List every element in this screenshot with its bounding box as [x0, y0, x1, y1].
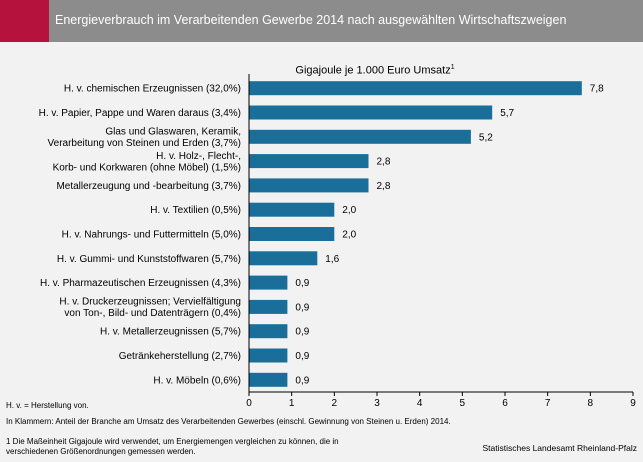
bar	[249, 251, 318, 266]
x-tick-label: 2	[332, 398, 338, 409]
title-accent-block	[0, 0, 49, 42]
title-bar	[0, 0, 643, 42]
bar	[249, 275, 288, 290]
category-label: H. v. Metallerzeugnissen (5,7%)	[100, 327, 241, 338]
unit-label: Gigajoule je 1.000 Euro Umsatz1	[225, 64, 525, 77]
abbreviation-note: H. v. = Herstellung von.	[6, 401, 89, 410]
bar	[249, 202, 335, 217]
category-label: H. v. Möbeln (0,6%)	[153, 375, 241, 386]
x-tick-label: 7	[545, 398, 551, 409]
footnote-line-1: 1 Die Maßeinheit Gigajoule wird verwende…	[6, 437, 339, 446]
category-label: Korb- und Korkwaren (ohne Möbel) (1,5%)	[53, 162, 241, 173]
brackets-note: In Klammern: Anteil der Branche am Umsat…	[6, 417, 451, 426]
unit-footnote-mark: 1	[450, 64, 455, 71]
category-label: H. v. Papier, Pappe und Waren daraus (3,…	[39, 108, 241, 119]
value-label: 7,8	[590, 84, 604, 95]
bar	[249, 154, 369, 169]
bar	[249, 324, 288, 339]
bar	[249, 105, 493, 120]
x-tick-label: 4	[417, 398, 423, 409]
value-label: 2,8	[377, 181, 391, 192]
x-tick-label: 3	[374, 398, 380, 409]
bar	[249, 299, 288, 314]
category-label: Getränkeherstellung (2,7%)	[119, 351, 241, 362]
bar	[249, 178, 369, 193]
value-label: 1,6	[325, 254, 339, 265]
category-label: H. v. Druckerzeugnissen; Vervielfältigun…	[59, 297, 241, 308]
value-label: 0,9	[295, 302, 309, 313]
value-label: 2,8	[377, 157, 391, 168]
value-label: 0,9	[295, 327, 309, 338]
category-label: H. v. Holz-, Flecht-,	[156, 151, 241, 162]
value-label: 2,0	[342, 205, 356, 216]
bar	[249, 129, 471, 144]
value-label: 2,0	[342, 230, 356, 241]
value-label: 0,9	[295, 351, 309, 362]
unit-label-text: Gigajoule je 1.000 Euro Umsatz	[295, 64, 451, 77]
x-tick-label: 9	[630, 398, 636, 409]
value-label: 5,7	[500, 108, 514, 119]
footnote-line-2: verschiedenen Größenordnungen gemessen w…	[6, 447, 196, 456]
category-label: von Ton-, Bild- und Datenträgern (0,4%)	[64, 308, 241, 319]
category-label: H. v. Gummi- und Kunststoffwaren (5,7%)	[57, 254, 241, 265]
bar	[249, 372, 288, 387]
bar	[249, 348, 288, 363]
x-tick-label: 8	[588, 398, 594, 409]
x-tick-label: 6	[502, 398, 508, 409]
bar	[249, 227, 335, 241]
x-tick-label: 1	[289, 398, 295, 409]
bar	[249, 81, 582, 96]
category-label: H. v. Pharmazeutischen Erzeugnissen (4,3…	[40, 278, 241, 289]
x-tick-label: 0	[246, 398, 252, 409]
chart-title: Energieverbrauch im Verarbeitenden Gewer…	[55, 13, 567, 27]
category-label: H. v. Nahrungs- und Futtermitteln (5,0%)	[62, 230, 241, 241]
source-credit: Statistisches Landesamt Rheinland-Pfalz	[482, 443, 638, 453]
x-tick-label: 5	[460, 398, 466, 409]
category-label: H. v. chemischen Erzeugnissen (32,0%)	[64, 84, 241, 95]
value-label: 0,9	[295, 375, 309, 386]
category-label: H. v. Textilien (0,5%)	[150, 205, 241, 216]
category-label: Metallerzeugung und -bearbeitung (3,7%)	[56, 181, 241, 192]
category-label: Glas und Glaswaren, Keramik,	[105, 127, 241, 138]
value-label: 0,9	[295, 278, 309, 289]
category-label: Verarbeitung von Steinen und Erden (3,7%…	[48, 138, 241, 149]
value-label: 5,2	[479, 132, 493, 143]
